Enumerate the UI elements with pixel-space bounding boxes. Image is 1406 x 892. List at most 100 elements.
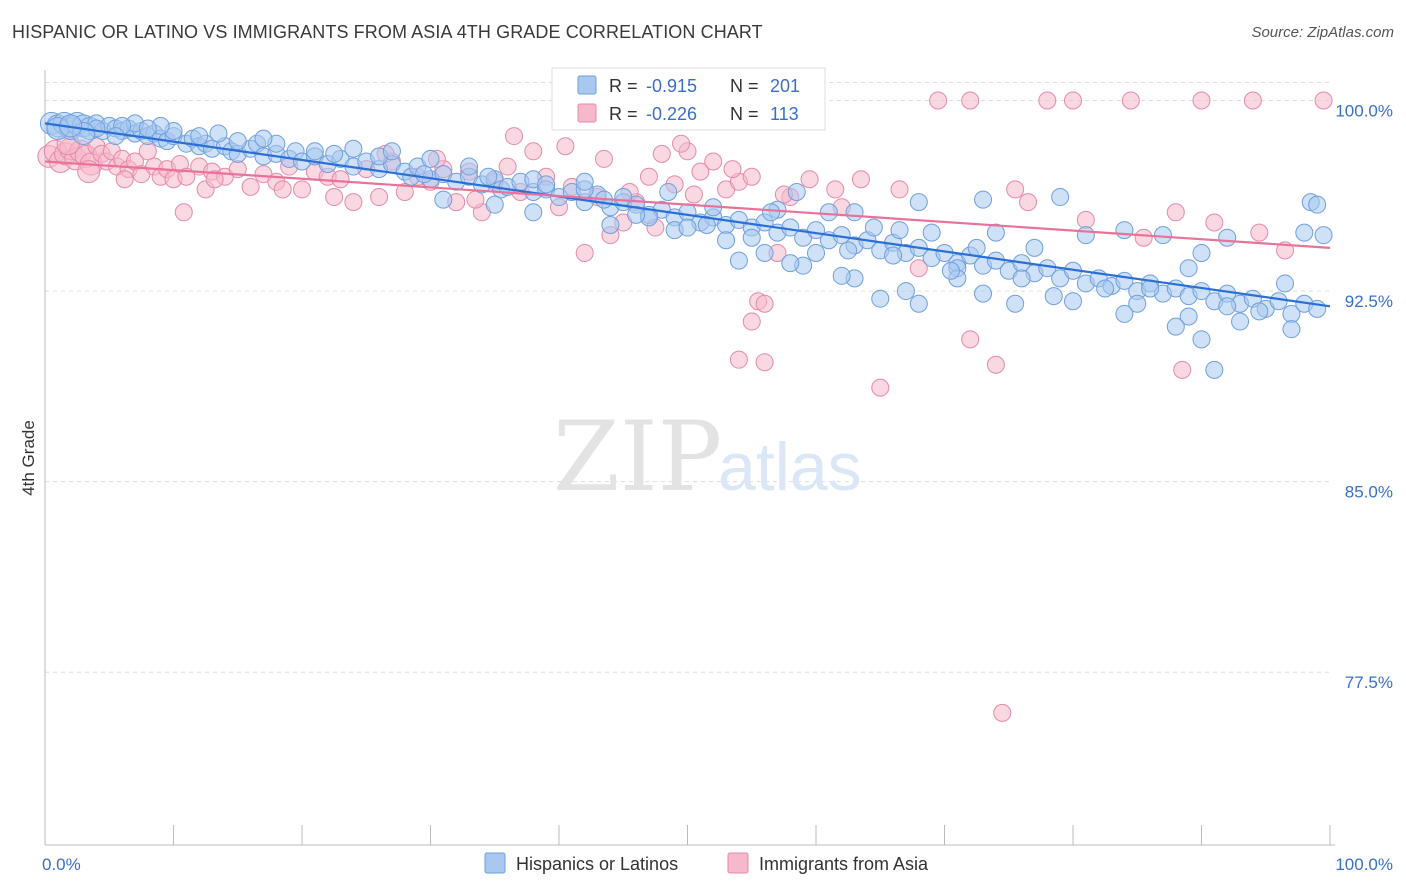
data-point (1218, 228, 1237, 247)
data-point (1218, 297, 1237, 316)
data-point (717, 231, 736, 250)
trend-lines (44, 122, 1331, 308)
data-point (922, 223, 941, 242)
data-point (961, 330, 980, 349)
data-point (344, 193, 363, 212)
data-point (1128, 294, 1147, 313)
data-point (1051, 188, 1070, 207)
data-point (755, 353, 774, 372)
data-point (1192, 330, 1211, 349)
data-point (884, 246, 903, 265)
data-point (115, 170, 134, 189)
data-point (871, 378, 890, 397)
data-point (1096, 279, 1115, 298)
stats-legend: R = -0.915 N = 201 R = -0.226 N = 113 (551, 67, 826, 131)
data-point (344, 139, 363, 158)
data-point (575, 172, 594, 191)
data-point (961, 91, 980, 110)
data-point (498, 157, 517, 176)
data-point (839, 241, 858, 260)
data-point (826, 180, 845, 199)
data-point (1179, 259, 1198, 278)
data-point (228, 132, 247, 151)
data-point (755, 294, 774, 313)
data-point (627, 205, 646, 224)
data-point (832, 266, 851, 285)
data-point (742, 228, 761, 247)
data-point (415, 165, 434, 184)
data-point (729, 350, 748, 369)
chart-title: HISPANIC OR LATINO VS IMMIGRANTS FROM AS… (12, 22, 763, 42)
data-point (986, 223, 1005, 242)
data-point (594, 149, 613, 168)
watermark-zip: ZIP (553, 401, 722, 513)
data-point (1276, 274, 1295, 293)
data-point (614, 188, 633, 207)
bottom-legend-swatch (727, 852, 749, 874)
data-point (370, 188, 389, 207)
data-point (1250, 223, 1269, 242)
data-point (909, 294, 928, 313)
axes: 100.0% 92.5% 85.0% 77.5% 0.0% 100.0% 4th Grade (19, 70, 1393, 874)
data-point (1243, 91, 1262, 110)
bottom-legend: Hispanics or Latinos Immigrants from Asia (484, 852, 929, 874)
data-point (601, 216, 620, 234)
data-point (1205, 360, 1224, 379)
trend-line-asia (44, 160, 1331, 249)
data-point (755, 243, 774, 262)
data-point (325, 188, 344, 207)
data-point (479, 167, 498, 186)
data-point (787, 182, 806, 201)
data-point (1166, 203, 1185, 222)
bottom-legend-label: Immigrants from Asia (759, 854, 929, 874)
data-point (241, 177, 260, 196)
chart-source: Source: ZipAtlas.com (1251, 24, 1394, 41)
data-point (1115, 221, 1134, 240)
legend-swatch (577, 75, 597, 95)
bottom-legend-label: Hispanics or Latinos (516, 854, 678, 874)
legend-n-value: 113 (770, 104, 799, 124)
data-point (672, 134, 691, 153)
y-tick-label: 77.5% (1345, 673, 1393, 692)
data-point (851, 170, 870, 189)
data-point (1038, 91, 1057, 110)
data-point (505, 127, 524, 146)
y-tick-label: 92.5% (1345, 292, 1393, 311)
watermark-atlas: atlas (718, 429, 862, 505)
legend-r-label: R = (609, 104, 638, 124)
x-tick-label: 0.0% (42, 855, 81, 874)
data-point (556, 137, 575, 156)
legend-box (551, 67, 826, 131)
data-point (524, 203, 543, 222)
data-point (537, 175, 556, 194)
data-point (1076, 210, 1095, 229)
data-point (1121, 91, 1140, 110)
data-point (845, 203, 864, 222)
data-point (1025, 238, 1044, 257)
data-point (190, 127, 209, 146)
data-point (485, 195, 504, 214)
data-point (305, 142, 324, 161)
y-tick-label: 100.0% (1335, 101, 1393, 120)
data-point (691, 162, 710, 181)
data-point (742, 167, 761, 186)
data-point (1173, 360, 1192, 379)
y-axis-label: 4th Grade (19, 420, 38, 496)
data-point (659, 182, 678, 201)
data-point (1282, 320, 1301, 339)
data-point (864, 218, 883, 237)
data-point (729, 251, 748, 270)
legend-r-value: -0.226 (646, 104, 697, 124)
data-point (929, 91, 948, 110)
data-point (678, 218, 697, 237)
data-point (205, 170, 224, 189)
data-point (993, 703, 1012, 722)
data-point (1019, 193, 1038, 212)
bottom-legend-swatch (484, 852, 506, 874)
data-point (524, 142, 543, 161)
data-point (1076, 226, 1095, 245)
y-tick-label: 85.0% (1345, 483, 1393, 502)
data-point (723, 160, 742, 179)
data-point (1192, 91, 1211, 110)
